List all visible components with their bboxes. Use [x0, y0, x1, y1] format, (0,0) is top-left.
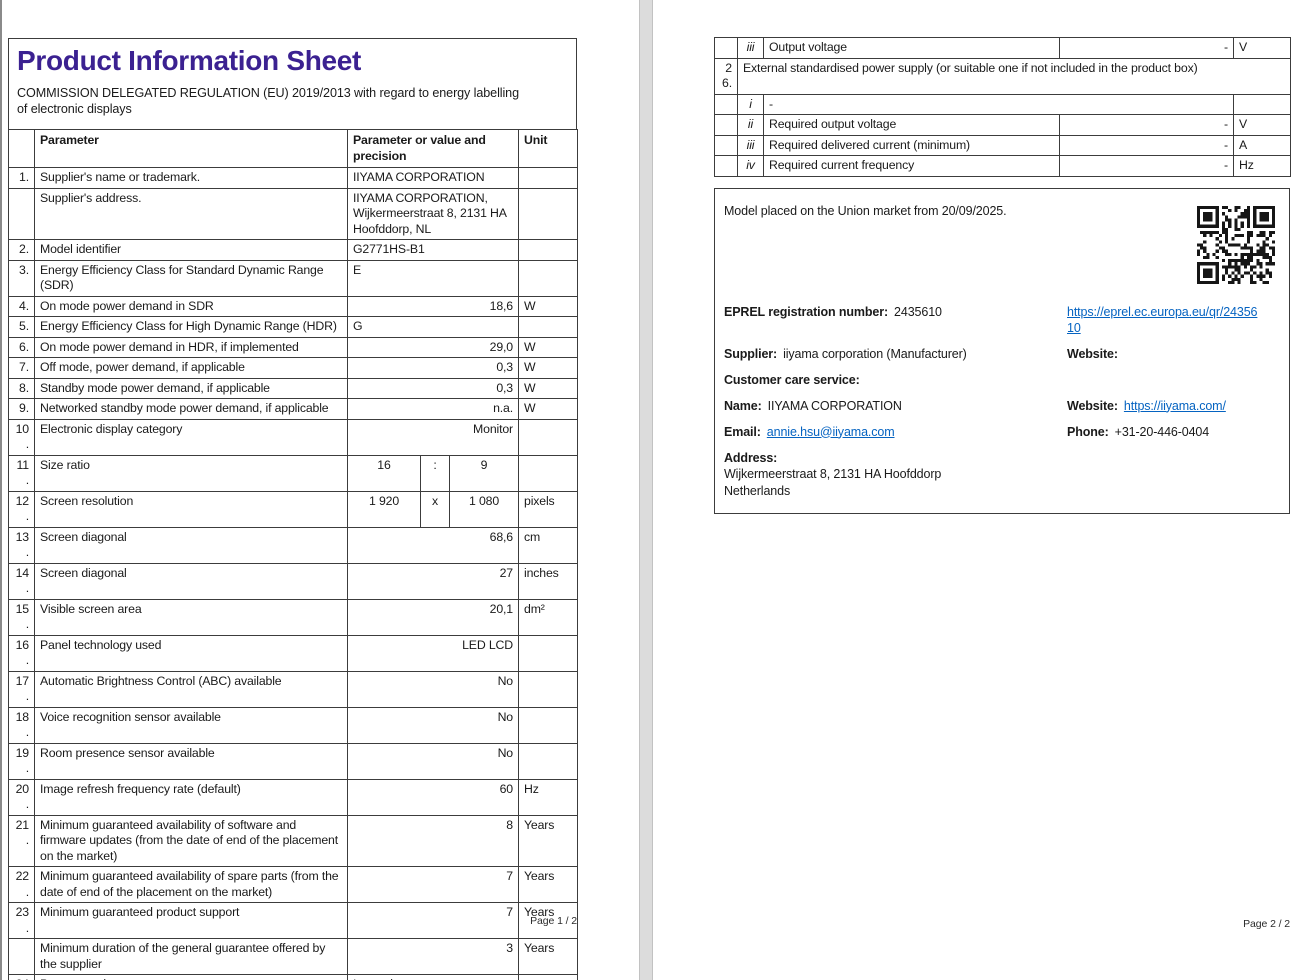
table-row: 21. Minimum guaranteed availability of s…: [8, 814, 578, 867]
address-block: Address: Wijkermeerstraat 8, 2131 HA Hoo…: [724, 450, 1279, 500]
table-row: 12. Screen resolution 1 920 x 1 080 pixe…: [8, 490, 578, 528]
page-2: iii Output voltage - V 26. External stan…: [653, 0, 1292, 980]
name-row: Name: IIYAMA CORPORATION Website: https://…: [724, 398, 1279, 414]
eprel-qr-link[interactable]: https://eprel.ec.europa.eu/qr/2435610: [1067, 304, 1258, 335]
table-subrow: iv Required current frequency - Hz: [714, 155, 1291, 177]
address-line-2: Netherlands: [724, 483, 791, 498]
table-row: 1. Supplier's name or trademark. IIYAMA …: [8, 167, 578, 189]
supplier-label: Supplier:: [724, 346, 778, 361]
customer-care-row: Customer care service:: [724, 372, 1279, 388]
care-name-value: IIYAMA CORPORATION: [767, 398, 902, 413]
table-row: 15. Visible screen area 20,1 dm²: [8, 598, 578, 636]
product-info-table-continued: iii Output voltage - V 26. External stan…: [714, 37, 1291, 177]
union-market-text: Model placed on the Union market from 20…: [724, 203, 1007, 218]
table-row: 10. Electronic display category Monitor: [8, 418, 578, 456]
table-row: 20. Image refresh frequency rate (defaul…: [8, 778, 578, 816]
table-header-row: Parameter Parameter or value and precisi…: [8, 129, 578, 168]
page-1: Product Information Sheet COMMISSION DEL…: [2, 0, 639, 980]
table-row: 5. Energy Efficiency Class for High Dyna…: [8, 316, 578, 338]
email-row: Email: annie.hsu@iiyama.com Phone: +31-20-…: [724, 424, 1279, 440]
table-row: 8. Standby mode power demand, if applica…: [8, 377, 578, 399]
header-value: Parameter or value and precision: [347, 129, 519, 168]
table-row: 18. Voice recognition sensor available N…: [8, 706, 578, 744]
table-row: 11. Size ratio 16 : 9: [8, 454, 578, 492]
table-section-row: 26. External standardised power supply (…: [714, 57, 1291, 95]
table-row: 22. Minimum guaranteed availability of s…: [8, 866, 578, 903]
header-unit: Unit: [518, 129, 578, 168]
table-row: 4. On mode power demand in SDR 18,6 W: [8, 295, 578, 317]
phone-label: Phone:: [1067, 424, 1109, 439]
page-divider: [639, 0, 653, 980]
table-row: 17. Automatic Brightness Control (ABC) a…: [8, 670, 578, 708]
website-label: Website:: [1067, 346, 1118, 361]
page-number-1: Page 1 / 2: [530, 915, 577, 927]
page-number-2: Page 2 / 2: [1243, 918, 1290, 930]
eprel-row: EPREL registration number: 2435610 https:…: [724, 304, 1279, 336]
title-box: Product Information Sheet COMMISSION DEL…: [8, 38, 577, 129]
table-row: 3. Energy Efficiency Class for Standard …: [8, 259, 578, 297]
header-parameter: Parameter: [34, 129, 348, 168]
table-row: Supplier's address. IIYAMA CORPORATION, …: [8, 187, 578, 240]
table-row: 16. Panel technology used LED LCD: [8, 634, 578, 672]
email-link[interactable]: annie.hsu@iiyama.com: [766, 424, 895, 439]
table-row: 14. Screen diagonal 27 inches: [8, 562, 578, 600]
window-edge: [0, 0, 2, 980]
header-num: [8, 129, 35, 168]
table-row: 24. Power supply type Internal: [8, 974, 578, 980]
table-row: 6. On mode power demand in HDR, if imple…: [8, 336, 578, 358]
address-line-1: Wijkermeerstraat 8, 2131 HA Hoofddorp: [724, 467, 942, 481]
product-info-table: Parameter Parameter or value and precisi…: [8, 129, 578, 980]
qr-code: [1197, 205, 1275, 284]
table-row: 9. Networked standby mode power demand, …: [8, 398, 578, 420]
table-row: 13. Screen diagonal 68,6 cm: [8, 526, 578, 564]
address-label: Address:: [724, 450, 778, 465]
phone-value: +31-20-446-0404: [1114, 424, 1210, 439]
supplier-info-box: Model placed on the Union market from 20…: [714, 187, 1290, 514]
table-subrow: iii Output voltage - V: [714, 37, 1291, 59]
customer-care-label: Customer care service:: [724, 372, 860, 387]
info-box-header: Model placed on the Union market from 20…: [724, 204, 1279, 304]
supplier-value: iiyama corporation (Manufacturer): [783, 346, 967, 361]
table-row: 2. Model identifier G2771HS-B1: [8, 239, 578, 261]
table-subrow: ii Required output voltage - V: [714, 114, 1291, 136]
table-row: Minimum duration of the general guarante…: [8, 938, 578, 975]
page-subtitle: COMMISSION DELEGATED REGULATION (EU) 201…: [17, 86, 519, 116]
website2-label: Website:: [1067, 398, 1118, 413]
page-title: Product Information Sheet: [17, 45, 362, 76]
email-label: Email:: [724, 424, 761, 439]
table-row: 19. Room presence sensor available No: [8, 742, 578, 780]
iiyama-website-link[interactable]: https://iiyama.com/: [1123, 398, 1226, 413]
table-subrow: i -: [714, 93, 1291, 115]
supplier-row: Supplier: iiyama corporation (Manufacture…: [724, 346, 1279, 362]
eprel-number: 2435610: [894, 304, 942, 319]
eprel-label: EPREL registration number:: [724, 304, 889, 319]
care-name-label: Name:: [724, 398, 762, 413]
table-subrow: iii Required delivered current (minimum)…: [714, 134, 1291, 156]
table-row: 7. Off mode, power demand, if applicable…: [8, 357, 578, 379]
